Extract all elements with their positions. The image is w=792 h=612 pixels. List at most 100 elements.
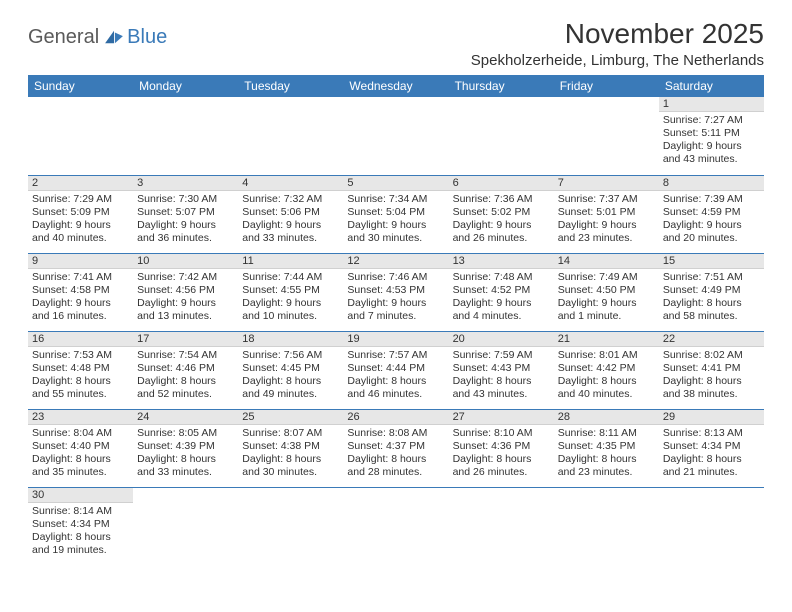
detail-line: Sunset: 5:02 PM <box>453 206 550 219</box>
logo-text-general: General <box>28 26 99 49</box>
detail-line: Sunset: 4:35 PM <box>558 440 655 453</box>
detail-line: Daylight: 9 hours <box>242 219 339 232</box>
detail-line: Daylight: 8 hours <box>347 453 444 466</box>
day-details: Sunrise: 7:46 AMSunset: 4:53 PMDaylight:… <box>343 269 448 328</box>
detail-line: Daylight: 8 hours <box>32 453 129 466</box>
day-details: Sunrise: 7:32 AMSunset: 5:06 PMDaylight:… <box>238 191 343 250</box>
day-number: 8 <box>659 176 764 191</box>
detail-line: Sunset: 4:56 PM <box>137 284 234 297</box>
location: Spekholzerheide, Limburg, The Netherland… <box>471 52 764 69</box>
detail-line: and 16 minutes. <box>32 310 129 323</box>
calendar-cell: 12Sunrise: 7:46 AMSunset: 4:53 PMDayligh… <box>343 253 448 331</box>
day-number: 1 <box>659 97 764 112</box>
calendar-cell: 14Sunrise: 7:49 AMSunset: 4:50 PMDayligh… <box>554 253 659 331</box>
day-number: 23 <box>28 410 133 425</box>
detail-line: Sunrise: 7:57 AM <box>347 349 444 362</box>
detail-line: Sunrise: 7:41 AM <box>32 271 129 284</box>
calendar-cell: 25Sunrise: 8:07 AMSunset: 4:38 PMDayligh… <box>238 409 343 487</box>
detail-line: Daylight: 8 hours <box>558 453 655 466</box>
calendar-week-row: 30Sunrise: 8:14 AMSunset: 4:34 PMDayligh… <box>28 487 764 565</box>
calendar-cell: 9Sunrise: 7:41 AMSunset: 4:58 PMDaylight… <box>28 253 133 331</box>
detail-line: Daylight: 8 hours <box>453 375 550 388</box>
detail-line: Sunrise: 7:36 AM <box>453 193 550 206</box>
calendar-cell: 20Sunrise: 7:59 AMSunset: 4:43 PMDayligh… <box>449 331 554 409</box>
detail-line: Sunrise: 8:01 AM <box>558 349 655 362</box>
day-number: 17 <box>133 332 238 347</box>
detail-line: Sunset: 4:45 PM <box>242 362 339 375</box>
calendar-cell: 1Sunrise: 7:27 AMSunset: 5:11 PMDaylight… <box>659 97 764 175</box>
detail-line: Daylight: 9 hours <box>347 219 444 232</box>
detail-line: Sunrise: 7:59 AM <box>453 349 550 362</box>
detail-line: Sunset: 4:52 PM <box>453 284 550 297</box>
day-number: 4 <box>238 176 343 191</box>
detail-line: and 19 minutes. <box>32 544 129 557</box>
logo: General Blue <box>28 26 167 49</box>
day-details: Sunrise: 7:59 AMSunset: 4:43 PMDaylight:… <box>449 347 554 406</box>
day-header: Monday <box>133 75 238 97</box>
detail-line: Sunset: 4:36 PM <box>453 440 550 453</box>
day-number: 24 <box>133 410 238 425</box>
detail-line: Daylight: 9 hours <box>558 297 655 310</box>
sail-icon <box>103 29 125 45</box>
detail-line: Sunset: 4:38 PM <box>242 440 339 453</box>
day-header: Wednesday <box>343 75 448 97</box>
day-details: Sunrise: 8:10 AMSunset: 4:36 PMDaylight:… <box>449 425 554 484</box>
day-number: 25 <box>238 410 343 425</box>
day-number: 18 <box>238 332 343 347</box>
detail-line: Daylight: 8 hours <box>663 375 760 388</box>
day-details: Sunrise: 8:13 AMSunset: 4:34 PMDaylight:… <box>659 425 764 484</box>
detail-line: and 13 minutes. <box>137 310 234 323</box>
day-details: Sunrise: 7:29 AMSunset: 5:09 PMDaylight:… <box>28 191 133 250</box>
day-number: 20 <box>449 332 554 347</box>
day-details: Sunrise: 7:44 AMSunset: 4:55 PMDaylight:… <box>238 269 343 328</box>
detail-line: Sunrise: 7:34 AM <box>347 193 444 206</box>
detail-line: Sunrise: 8:11 AM <box>558 427 655 440</box>
calendar-cell: 16Sunrise: 7:53 AMSunset: 4:48 PMDayligh… <box>28 331 133 409</box>
calendar-week-row: 2Sunrise: 7:29 AMSunset: 5:09 PMDaylight… <box>28 175 764 253</box>
calendar-cell <box>133 487 238 565</box>
day-details: Sunrise: 7:56 AMSunset: 4:45 PMDaylight:… <box>238 347 343 406</box>
detail-line: and 58 minutes. <box>663 310 760 323</box>
detail-line: and 40 minutes. <box>32 232 129 245</box>
day-details: Sunrise: 8:04 AMSunset: 4:40 PMDaylight:… <box>28 425 133 484</box>
detail-line: Daylight: 8 hours <box>242 375 339 388</box>
day-details: Sunrise: 7:39 AMSunset: 4:59 PMDaylight:… <box>659 191 764 250</box>
detail-line: Daylight: 9 hours <box>663 219 760 232</box>
detail-line: Sunrise: 7:48 AM <box>453 271 550 284</box>
day-details: Sunrise: 8:01 AMSunset: 4:42 PMDaylight:… <box>554 347 659 406</box>
detail-line: Sunset: 4:41 PM <box>663 362 760 375</box>
calendar-week-row: 1Sunrise: 7:27 AMSunset: 5:11 PMDaylight… <box>28 97 764 175</box>
day-details: Sunrise: 8:11 AMSunset: 4:35 PMDaylight:… <box>554 425 659 484</box>
day-number: 9 <box>28 254 133 269</box>
detail-line: Sunset: 4:48 PM <box>32 362 129 375</box>
detail-line: Sunrise: 7:37 AM <box>558 193 655 206</box>
day-details: Sunrise: 8:02 AMSunset: 4:41 PMDaylight:… <box>659 347 764 406</box>
detail-line: Sunset: 4:37 PM <box>347 440 444 453</box>
detail-line: Sunrise: 7:56 AM <box>242 349 339 362</box>
detail-line: Sunset: 5:07 PM <box>137 206 234 219</box>
day-details: Sunrise: 8:07 AMSunset: 4:38 PMDaylight:… <box>238 425 343 484</box>
calendar-cell: 11Sunrise: 7:44 AMSunset: 4:55 PMDayligh… <box>238 253 343 331</box>
calendar-cell: 2Sunrise: 7:29 AMSunset: 5:09 PMDaylight… <box>28 175 133 253</box>
day-details: Sunrise: 7:37 AMSunset: 5:01 PMDaylight:… <box>554 191 659 250</box>
detail-line: and 55 minutes. <box>32 388 129 401</box>
calendar-cell <box>133 97 238 175</box>
detail-line: and 7 minutes. <box>347 310 444 323</box>
detail-line: and 4 minutes. <box>453 310 550 323</box>
detail-line: Daylight: 8 hours <box>347 375 444 388</box>
detail-line: Sunset: 5:01 PM <box>558 206 655 219</box>
day-number: 12 <box>343 254 448 269</box>
calendar-week-row: 23Sunrise: 8:04 AMSunset: 4:40 PMDayligh… <box>28 409 764 487</box>
detail-line: Sunset: 4:55 PM <box>242 284 339 297</box>
detail-line: Daylight: 8 hours <box>663 453 760 466</box>
header: General Blue November 2025 Spekholzerhei… <box>28 18 764 69</box>
day-number: 21 <box>554 332 659 347</box>
detail-line: Sunrise: 8:02 AM <box>663 349 760 362</box>
detail-line: Daylight: 8 hours <box>663 297 760 310</box>
calendar-cell: 30Sunrise: 8:14 AMSunset: 4:34 PMDayligh… <box>28 487 133 565</box>
detail-line: Sunrise: 7:27 AM <box>663 114 760 127</box>
day-number: 7 <box>554 176 659 191</box>
day-details: Sunrise: 8:08 AMSunset: 4:37 PMDaylight:… <box>343 425 448 484</box>
calendar-cell <box>659 487 764 565</box>
calendar-cell: 8Sunrise: 7:39 AMSunset: 4:59 PMDaylight… <box>659 175 764 253</box>
